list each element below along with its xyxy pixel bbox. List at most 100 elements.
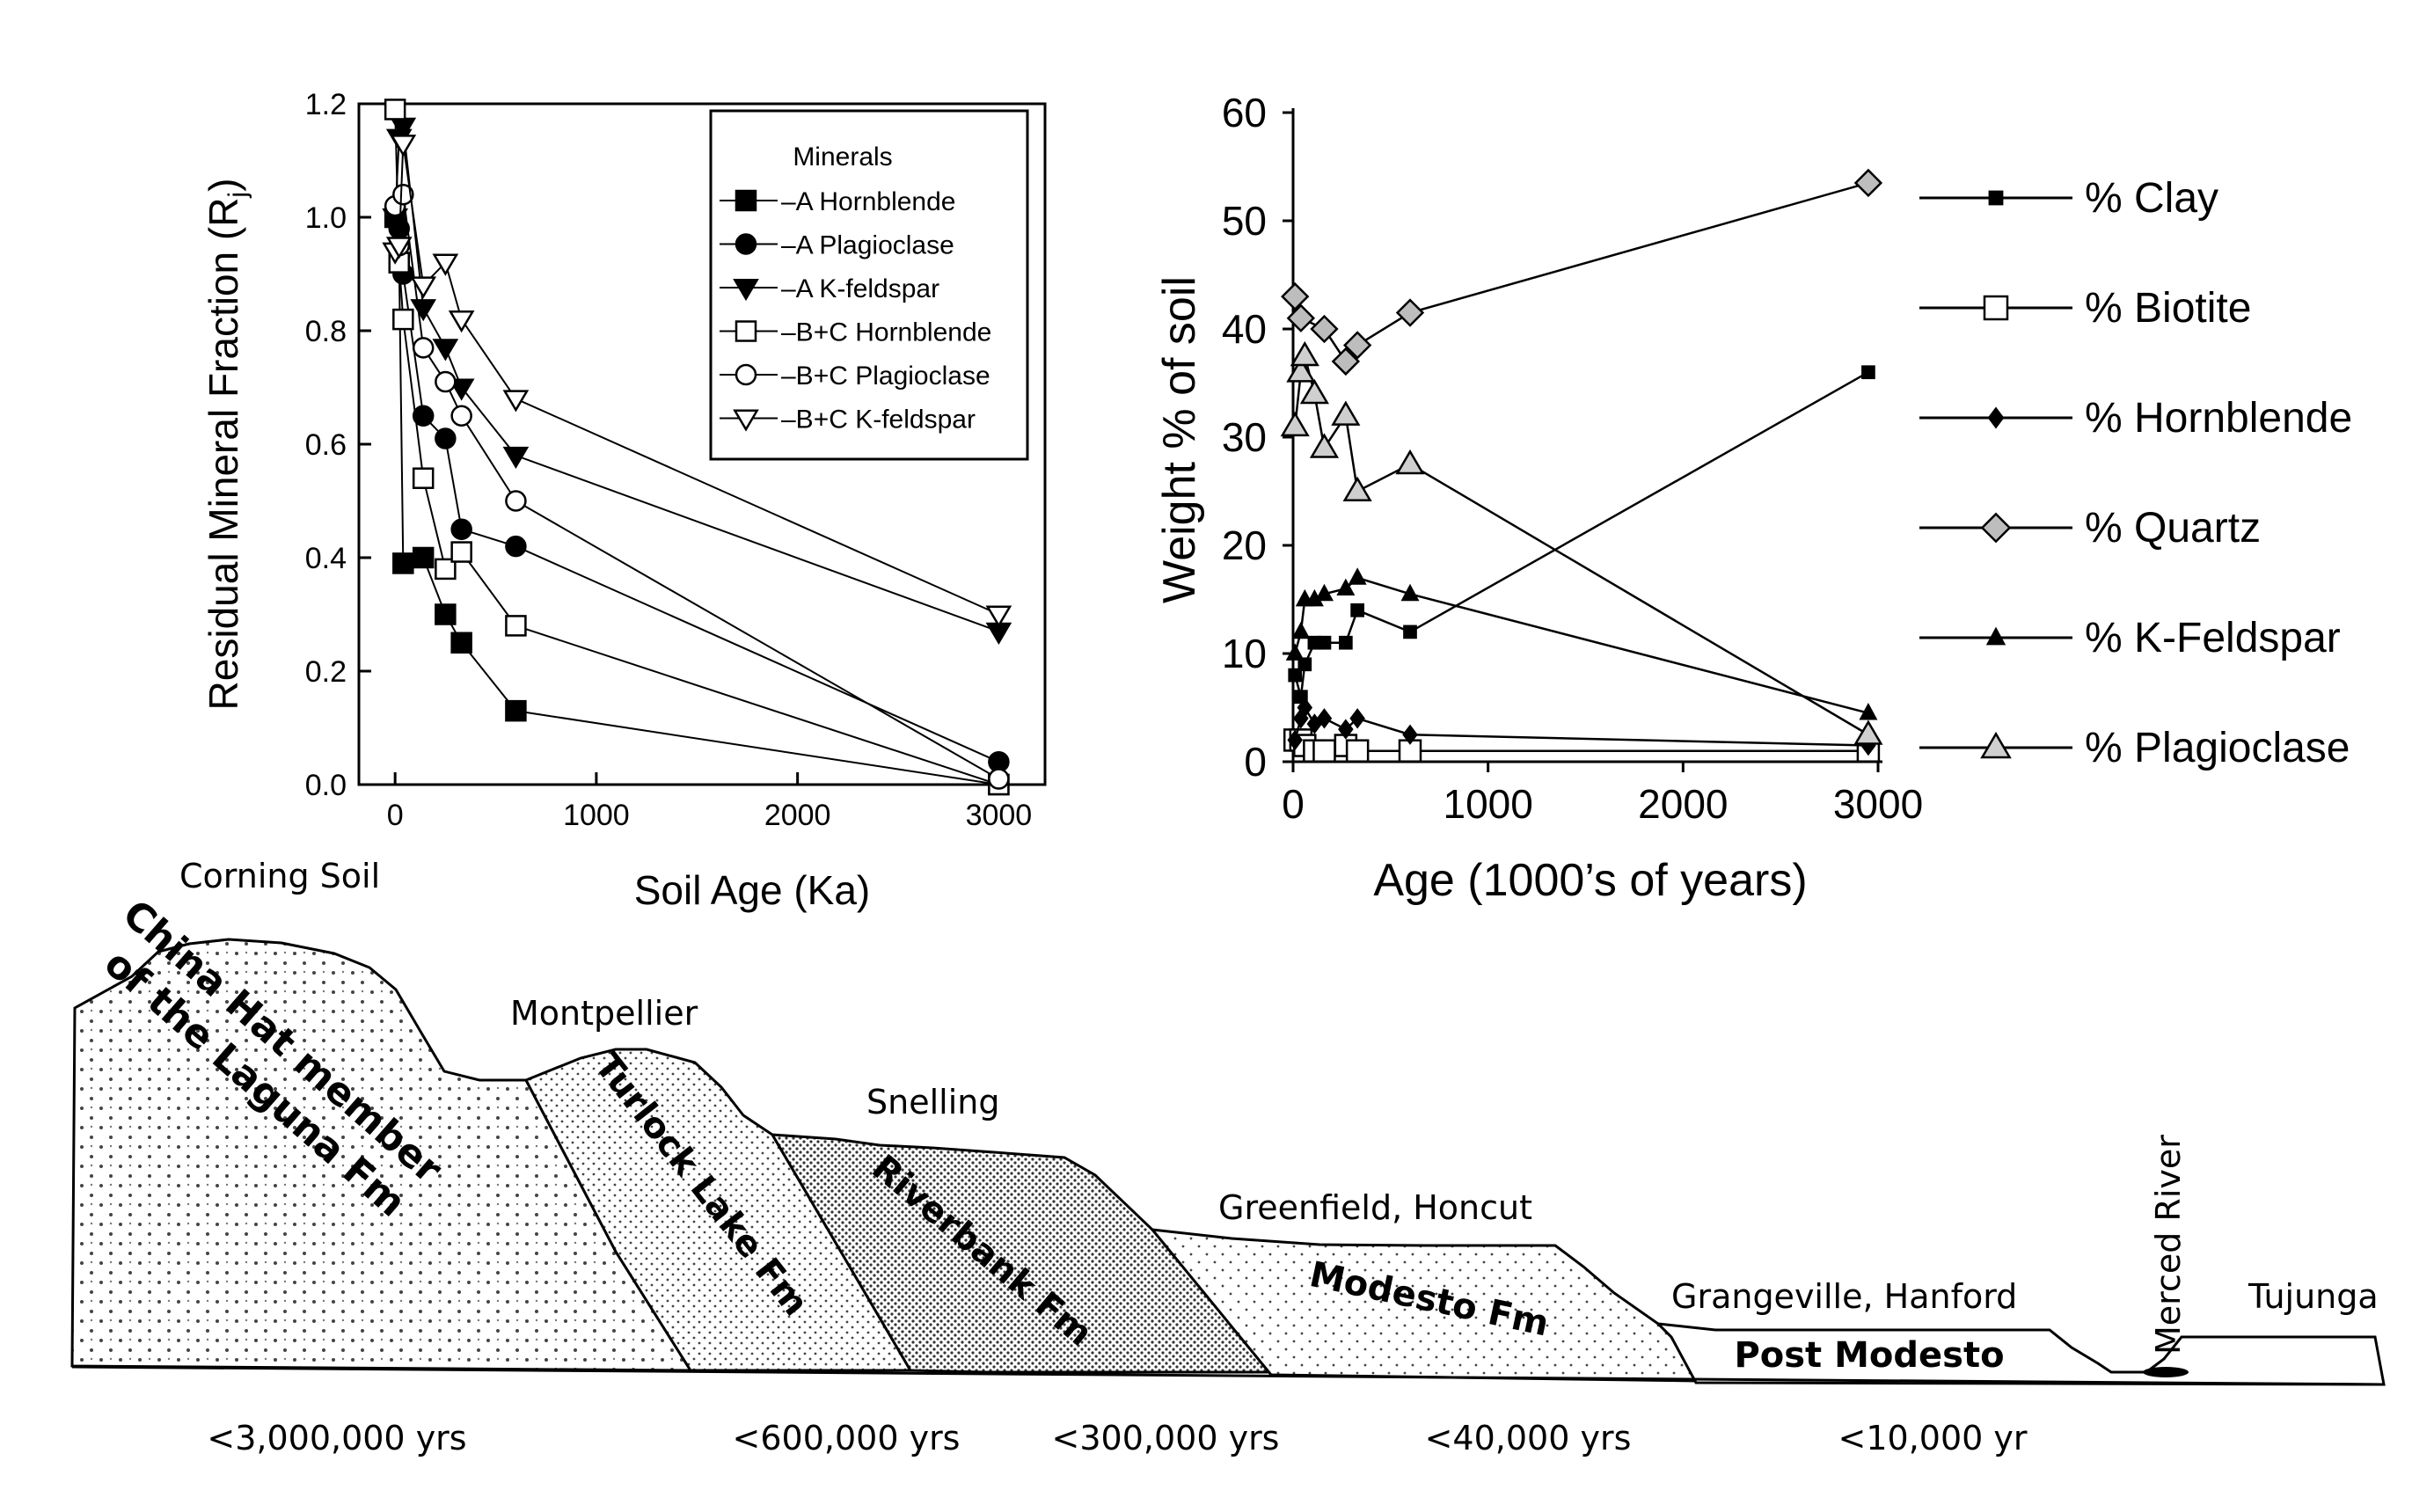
data-point-b-c-hornblende [450,541,472,563]
legend-label: % Clay [2085,175,2218,222]
data-point-clay [1317,635,1332,650]
legend-marker-b-c-hornblende [735,320,757,342]
age-label-post-modesto: <10,000 yr [1838,1419,2028,1457]
data-point-hornblende [1316,708,1333,729]
legend-marker-biotite [1983,295,2009,321]
left-x-tick-label: 1000 [563,799,630,832]
legend-label: –A K-feldspar [781,274,939,303]
data-point-b-c-k-feldspar [985,605,1012,628]
left-y-tick-label: 0.4 [305,542,347,575]
series-clay [1288,365,1875,705]
right-y-tick-label: 40 [1222,306,1267,352]
data-point-clay [1288,668,1303,683]
data-point-k-feldspar [1348,567,1367,585]
legend-item-b-c-k-feldspar: –B+C K-feldspar [720,405,976,435]
data-point-a-hornblende [450,632,472,654]
data-point-b-c-k-feldspar [390,135,417,157]
legend-label: % Plagioclase [2085,725,2350,771]
legend-item-hornblende: % Hornblende [1919,395,2352,442]
series-hornblende [1287,697,1876,756]
series-line-hornblende [1294,705,1868,747]
right-y-axis-title: Weight % of soil [1154,276,1205,603]
legend-marker-a-k-feldspar [733,278,759,302]
data-point-a-k-feldspar [502,446,530,470]
data-point-hornblende [1297,697,1313,719]
legend-marker-a-hornblende [735,189,757,212]
data-point-quartz [1342,331,1372,360]
data-point-clay [1403,625,1417,639]
left-y-tick-label: 1.0 [305,201,347,235]
data-point-clay [1861,365,1875,380]
data-point-plagioclase [1280,411,1310,437]
data-point-b-c-hornblende [435,558,457,581]
legend-item-quartz: % Quartz [1919,505,2261,551]
data-point-a-plagioclase [450,518,472,540]
legend-label: –A Plagioclase [781,231,954,260]
left-y-tick-label: 1.2 [305,88,347,121]
data-point-a-plagioclase [505,535,527,558]
data-point-quartz [1281,281,1310,311]
left-legend-title: Minerals [793,142,892,172]
river-label: Merced River [2149,1135,2188,1355]
legend-marker-b-c-k-feldspar [733,409,759,432]
left-x-axis: 0 1000 2000 3000 [387,772,1032,832]
data-point-quartz [1286,303,1316,332]
data-point-hornblende [1287,729,1303,751]
soil-label-greenfield-honcut: Greenfield, Honcut [1218,1188,1532,1227]
legend-item-plagioclase: % Plagioclase [1919,725,2350,771]
data-point-k-feldspar [1336,578,1356,596]
right-y-tick-label: 50 [1222,198,1267,244]
right-y-axis: 0 10 20 30 40 50 60 [1222,90,1293,785]
data-point-biotite [1345,739,1370,763]
right-y-tick-label: 20 [1222,522,1267,568]
legend-marker-clay [1988,190,2004,206]
soil-label-montpellier: Montpellier [510,994,698,1033]
legend-label: –B+C K-feldspar [781,405,976,435]
age-label-turlock-lake: <600,000 yrs [733,1419,961,1457]
legend-item-a-plagioclase: –A Plagioclase [720,231,954,260]
data-point-b-c-plagioclase [435,370,457,393]
data-point-k-feldspar [1285,643,1305,661]
legend-label: % K-Feldspar [2085,615,2341,661]
right-x-tick-label: 2000 [1638,781,1728,827]
unit-label-post-modesto: Post Modesto [1734,1335,2004,1376]
data-point-b-c-plagioclase [505,490,527,512]
right-y-tick-label: 0 [1244,739,1267,785]
legend-marker-quartz [1980,512,2012,544]
left-legend-box [709,109,1029,461]
data-point-plagioclase [1331,400,1361,426]
data-point-b-c-hornblende [384,99,406,121]
series-line-quartz [1294,181,1869,364]
left-x-tick-label: 0 [387,799,404,832]
right-x-axis-title: Age (1000’s of years) [1373,855,1807,906]
right-x-tick-label: 1000 [1443,781,1532,827]
left-y-tick-label: 0.6 [305,428,347,462]
data-point-clay [1339,635,1353,650]
cross-section-base [71,1365,2385,1386]
data-point-b-c-hornblende [392,308,414,331]
geologic-cross-section: Corning Soil Montpellier Snelling Greenf… [70,857,2386,1457]
series-line-biotite [1295,739,1868,752]
weight-percent-chart: 0 10 20 30 40 50 60 0 1000 2000 3000 Age (1000’s … [1154,90,2352,906]
left-y-tick-label: 0.0 [305,769,347,802]
data-point-a-plagioclase [412,405,435,427]
series-line-plagioclase [1293,355,1869,736]
data-point-b-c-k-feldspar [502,390,530,413]
series-k-feldspar [1285,567,1878,720]
left-y-axis-title: Residual Mineral Fraction (Rj) [201,179,252,711]
left-x-tick-label: 3000 [966,799,1033,832]
age-label-riverbank: <300,000 yrs [1052,1419,1280,1457]
data-point-plagioclase [1286,357,1316,383]
legend-marker-k-feldspar [1985,626,2006,646]
series-line-k-feldspar [1294,576,1869,714]
legend-marker-plagioclase [1980,731,2012,759]
data-point-k-feldspar [1314,583,1334,602]
data-point-hornblende [1349,708,1365,729]
series-biotite [1283,728,1881,763]
right-legend: % Clay % Biotite % Hornblende % Quartz % K-F… [1919,175,2352,771]
legend-item-clay: % Clay [1919,175,2218,222]
data-point-a-hornblende [435,603,457,625]
data-point-plagioclase [1342,476,1372,501]
legend-label: % Quartz [2085,505,2261,551]
data-point-hornblende [1402,724,1418,745]
